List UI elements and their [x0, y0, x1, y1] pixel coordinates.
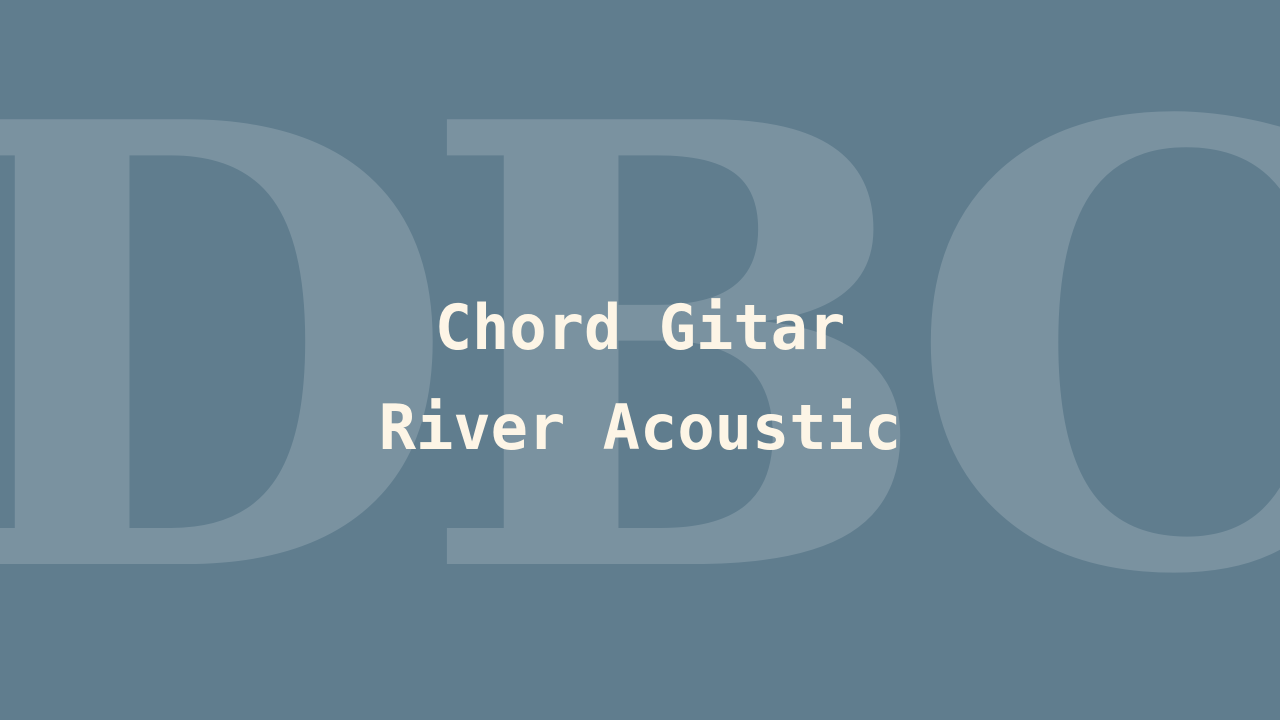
page-title: Chord Gitar River Acoustic — [0, 278, 1280, 478]
title-line-1: Chord Gitar — [434, 291, 846, 364]
title-line-2: River Acoustic — [378, 391, 902, 464]
